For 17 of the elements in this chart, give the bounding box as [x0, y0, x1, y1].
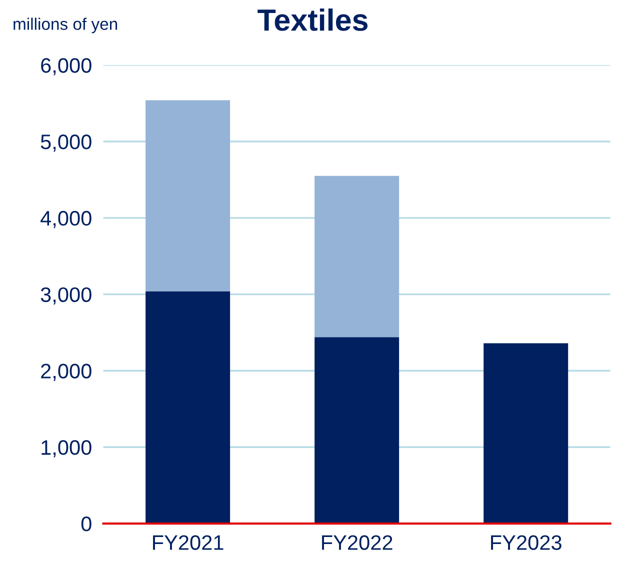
y-tick-label: 3,000	[40, 287, 92, 305]
y-tick-label: 6,000	[41, 58, 92, 76]
bar	[314, 176, 400, 338]
bar	[146, 100, 230, 292]
y-axis-title: millions of yen	[14, 18, 118, 34]
bar	[484, 343, 568, 524]
chart-title: Textiles	[258, 8, 368, 31]
x-tick-label: FY2021	[153, 535, 224, 550]
x-tick-label: FY2022	[322, 535, 392, 550]
y-tick-label: 5,000	[40, 134, 92, 152]
y-tick-label: 4,000	[40, 210, 92, 228]
y-tick-label: 1,000	[42, 440, 92, 458]
bar	[146, 291, 230, 524]
y-tick-label: 0	[81, 516, 92, 532]
bar	[314, 337, 400, 524]
y-tick-label: 2,000	[41, 364, 92, 381]
x-tick-label: FY2023	[491, 535, 562, 550]
